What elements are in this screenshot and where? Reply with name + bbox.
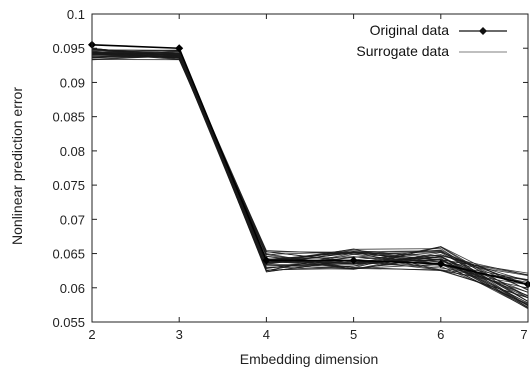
x-tick-label: 2 <box>88 327 95 342</box>
surrogate-data-line <box>91 52 529 297</box>
y-tick-label: 0.06 <box>60 281 85 296</box>
surrogate-data-line <box>91 48 529 286</box>
y-axis-ticks: 0.055 0.06 0.065 0.07 0.075 0.08 0.085 0.09 0.09… <box>52 7 528 330</box>
legend-marker-original-data <box>479 27 487 35</box>
y-tick-label: 0.075 <box>52 178 85 193</box>
y-tick-label: 0.07 <box>60 212 85 227</box>
y-tick-label: 0.055 <box>52 315 85 330</box>
surrogate-data-line <box>91 53 529 286</box>
legend: Original data Surrogate data <box>356 22 507 59</box>
x-tick-label: 7 <box>520 327 527 342</box>
surrogate-data-line <box>91 48 529 291</box>
original-data-point <box>262 256 271 265</box>
surrogate-data-line <box>91 54 529 281</box>
y-tick-label: 0.09 <box>60 75 85 90</box>
legend-label-surrogate-data: Surrogate data <box>356 43 449 59</box>
surrogate-data-line <box>92 56 529 283</box>
x-axis-ticks: 2 3 4 5 6 7 <box>88 14 529 342</box>
original-data-point <box>436 259 445 268</box>
y-tick-label: 0.085 <box>52 110 85 125</box>
surrogate-data-line <box>91 52 529 274</box>
surrogate-data-line <box>91 48 529 306</box>
x-tick-label: 6 <box>437 327 444 342</box>
plot-frame <box>91 13 529 323</box>
x-tick-label: 5 <box>350 327 357 342</box>
surrogate-data-line <box>91 51 529 281</box>
y-tick-label: 0.095 <box>52 41 85 56</box>
x-axis-label: Embedding dimension <box>240 351 379 367</box>
original-data-line <box>91 44 529 286</box>
surrogate-data-line <box>91 51 529 299</box>
y-tick-label: 0.065 <box>52 247 85 262</box>
y-tick-label: 0.1 <box>67 7 85 22</box>
y-axis-label: Nonlinear prediction error <box>9 87 25 245</box>
original-data-point <box>349 256 358 265</box>
x-tick-label: 3 <box>176 327 183 342</box>
surrogate-data-line <box>91 49 529 276</box>
y-tick-label: 0.08 <box>60 144 85 159</box>
surrogate-series-lines <box>91 47 529 310</box>
surrogate-data-line <box>91 49 529 276</box>
surrogate-data-line <box>91 51 529 276</box>
x-tick-label: 4 <box>263 327 270 342</box>
surrogate-data-line <box>91 53 529 281</box>
surrogate-data-line <box>91 54 529 285</box>
original-series <box>88 40 530 289</box>
surrogate-data-line <box>91 53 529 308</box>
surrogate-data-line <box>91 50 529 282</box>
legend-label-original-data: Original data <box>370 22 450 38</box>
original-data-point <box>175 44 184 53</box>
